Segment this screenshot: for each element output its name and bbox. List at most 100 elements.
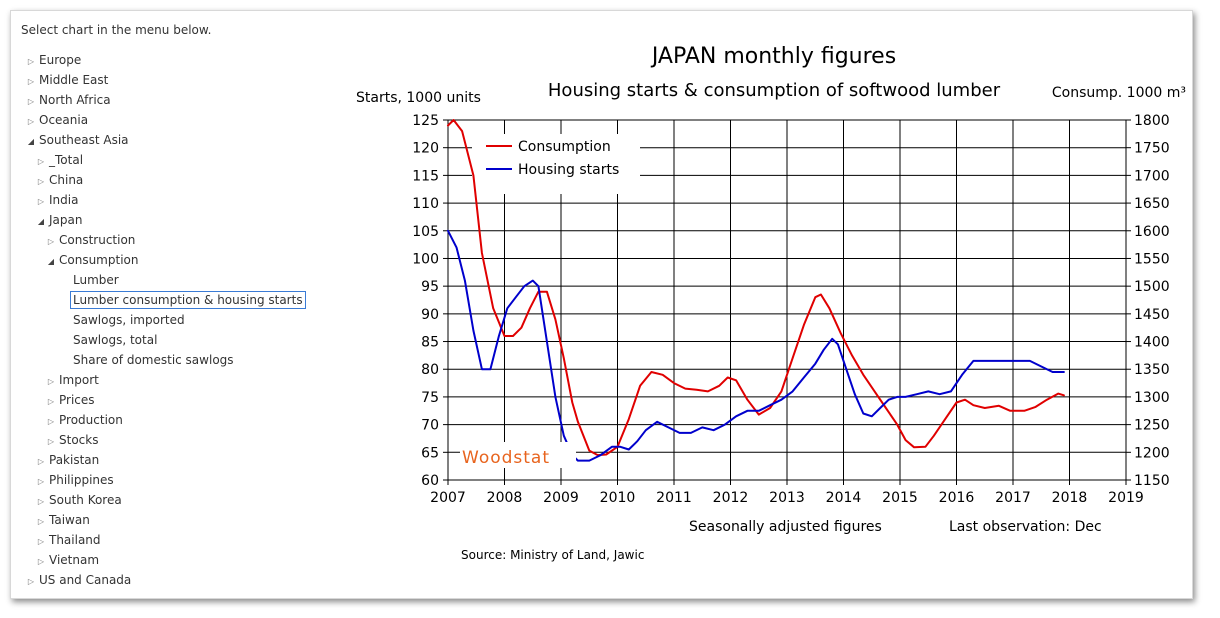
menu-item-label[interactable]: Sawlogs, total bbox=[73, 333, 158, 347]
menu-item-prices[interactable]: ▷ Prices bbox=[11, 390, 306, 410]
menu-item-label[interactable]: Stocks bbox=[59, 433, 99, 447]
menu-hint: Select chart in the menu below. bbox=[21, 23, 212, 37]
menu-item-label[interactable]: Thailand bbox=[49, 533, 101, 547]
menu-item-label[interactable]: Consumption bbox=[59, 253, 139, 267]
menu-item-lumber-consumption-housing-starts[interactable]: Lumber consumption & housing starts bbox=[11, 290, 306, 310]
page-frame: Select chart in the menu below. ▷ Europe ▷… bbox=[10, 10, 1193, 599]
x-tick-label: 2019 bbox=[1108, 490, 1144, 506]
series-line-housing-starts bbox=[447, 229, 1065, 462]
menu-item-us-and-canada[interactable]: ▷ US and Canada bbox=[11, 570, 306, 590]
y-axis-label: Starts, 1000 units bbox=[356, 90, 481, 106]
x-tick-label: 2013 bbox=[769, 490, 805, 506]
menu-item-label[interactable]: Sawlogs, imported bbox=[73, 313, 185, 327]
seasonal-note: Seasonally adjusted figures bbox=[689, 519, 882, 535]
caret-right-icon[interactable]: ▷ bbox=[47, 437, 55, 446]
menu-item-stocks[interactable]: ▷ Stocks bbox=[11, 430, 306, 450]
menu-item-lumber[interactable]: Lumber bbox=[11, 270, 306, 290]
menu-item-label[interactable]: Japan bbox=[49, 213, 83, 227]
menu-item-pakistan[interactable]: ▷ Pakistan bbox=[11, 450, 306, 470]
menu-item-label[interactable]: Share of domestic sawlogs bbox=[73, 353, 234, 367]
menu-item-label[interactable]: Construction bbox=[59, 233, 136, 247]
caret-right-icon[interactable]: ▷ bbox=[47, 417, 55, 426]
menu-item-sawlogs-imported[interactable]: Sawlogs, imported bbox=[11, 310, 306, 330]
x-tick-label: 2009 bbox=[543, 490, 579, 506]
menu-item-sawlogs-total[interactable]: Sawlogs, total bbox=[11, 330, 306, 350]
menu-item-south-korea[interactable]: ▷ South Korea bbox=[11, 490, 306, 510]
caret-right-icon[interactable]: ▷ bbox=[37, 477, 45, 486]
caret-right-icon[interactable]: ▷ bbox=[47, 377, 55, 386]
menu-item-production[interactable]: ▷ Production bbox=[11, 410, 306, 430]
caret-right-icon[interactable]: ▷ bbox=[37, 177, 45, 186]
y-tick-label: 65 bbox=[421, 445, 439, 461]
menu-item-label[interactable]: Lumber consumption & housing starts bbox=[70, 291, 306, 309]
menu-item-southeast-asia[interactable]: ◢ Southeast Asia bbox=[11, 130, 306, 150]
caret-right-icon[interactable]: ▷ bbox=[27, 77, 35, 86]
menu-item-label[interactable]: Taiwan bbox=[49, 513, 90, 527]
menu-item-label[interactable]: _Total bbox=[49, 153, 84, 167]
y2-tick-label: 1200 bbox=[1134, 445, 1170, 461]
menu-item-label[interactable]: Lumber bbox=[73, 273, 119, 287]
menu-item-label[interactable]: US and Canada bbox=[39, 573, 132, 587]
menu-item-total[interactable]: ▷ _Total bbox=[11, 150, 306, 170]
menu-item-label[interactable]: Production bbox=[59, 413, 123, 427]
menu-item-label[interactable]: Oceania bbox=[39, 113, 89, 127]
menu-item-thailand[interactable]: ▷ Thailand bbox=[11, 530, 306, 550]
x-tick-label: 2011 bbox=[656, 490, 692, 506]
menu-item-label[interactable]: South Korea bbox=[49, 493, 122, 507]
caret-right-icon[interactable]: ▷ bbox=[47, 237, 55, 246]
menu-item-china[interactable]: ▷ China bbox=[11, 170, 306, 190]
menu-item-import[interactable]: ▷ Import bbox=[11, 370, 306, 390]
menu-item-label[interactable]: India bbox=[49, 193, 79, 207]
chart-area: 60 65 70 75 80 85 90 95 100 105 110 115 120 125 1150 12… bbox=[356, 44, 1186, 562]
caret-right-icon[interactable]: ▷ bbox=[37, 157, 45, 166]
menu-item-consumption[interactable]: ◢ Consumption bbox=[11, 250, 306, 270]
menu-item-construction[interactable]: ▷ Construction bbox=[11, 230, 306, 250]
menu-item-vietnam[interactable]: ▷ Vietnam bbox=[11, 550, 306, 570]
y-tick-label: 90 bbox=[421, 307, 439, 323]
menu-item-label[interactable]: Europe bbox=[39, 53, 82, 67]
x-tick-label: 2010 bbox=[600, 490, 636, 506]
menu-item-north-africa[interactable]: ▷ North Africa bbox=[11, 90, 306, 110]
caret-right-icon[interactable]: ▷ bbox=[37, 197, 45, 206]
caret-down-icon[interactable]: ◢ bbox=[47, 257, 55, 266]
caret-right-icon[interactable]: ▷ bbox=[37, 557, 45, 566]
y2-tick-label: 1500 bbox=[1134, 279, 1170, 295]
menu-item-oceania[interactable]: ▷ Oceania bbox=[11, 110, 306, 130]
caret-right-icon[interactable]: ▷ bbox=[37, 457, 45, 466]
menu-item-middle-east[interactable]: ▷ Middle East bbox=[11, 70, 306, 90]
caret-down-icon[interactable]: ◢ bbox=[37, 217, 45, 226]
menu-item-label[interactable]: China bbox=[49, 173, 84, 187]
menu-item-philippines[interactable]: ▷ Philippines bbox=[11, 470, 306, 490]
menu-item-india[interactable]: ▷ India bbox=[11, 190, 306, 210]
y2-tick-label: 1650 bbox=[1134, 196, 1170, 212]
menu-item-europe[interactable]: ▷ Europe bbox=[11, 50, 306, 70]
y2-tick-label: 1250 bbox=[1134, 418, 1170, 434]
menu-item-label[interactable]: Pakistan bbox=[49, 453, 100, 467]
menu-item-label[interactable]: Prices bbox=[59, 393, 95, 407]
menu-item-label[interactable]: Vietnam bbox=[49, 553, 100, 567]
menu-item-label[interactable]: Import bbox=[59, 373, 99, 387]
legend-label: Housing starts bbox=[518, 162, 619, 178]
menu-item-label[interactable]: Southeast Asia bbox=[39, 133, 129, 147]
y2-tick-label: 1750 bbox=[1134, 141, 1170, 157]
menu-item-share-of-domestic-sawlogs[interactable]: Share of domestic sawlogs bbox=[11, 350, 306, 370]
menu-item-label[interactable]: North Africa bbox=[39, 93, 111, 107]
caret-right-icon[interactable]: ▷ bbox=[37, 497, 45, 506]
y2-tick-label: 1300 bbox=[1134, 390, 1170, 406]
chart-title: JAPAN monthly figures bbox=[650, 44, 896, 69]
y-tick-label: 120 bbox=[412, 141, 439, 157]
caret-right-icon[interactable]: ▷ bbox=[27, 117, 35, 126]
legend-label: Consumption bbox=[518, 139, 611, 155]
caret-right-icon[interactable]: ▷ bbox=[27, 97, 35, 106]
menu-item-taiwan[interactable]: ▷ Taiwan bbox=[11, 510, 306, 530]
caret-right-icon[interactable]: ▷ bbox=[27, 57, 35, 66]
menu-item-label[interactable]: Middle East bbox=[39, 73, 109, 87]
caret-right-icon[interactable]: ▷ bbox=[37, 517, 45, 526]
caret-right-icon[interactable]: ▷ bbox=[37, 537, 45, 546]
caret-right-icon[interactable]: ▷ bbox=[27, 577, 35, 586]
menu-item-label[interactable]: Philippines bbox=[49, 473, 114, 487]
caret-right-icon[interactable]: ▷ bbox=[47, 397, 55, 406]
caret-down-icon[interactable]: ◢ bbox=[27, 137, 35, 146]
y-tick-label: 85 bbox=[421, 335, 439, 351]
menu-item-japan[interactable]: ◢ Japan bbox=[11, 210, 306, 230]
